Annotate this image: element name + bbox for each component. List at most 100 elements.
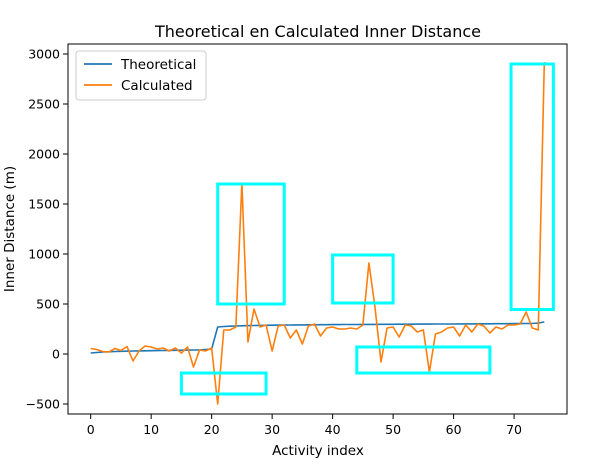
data-point-theoretical [126,350,128,352]
highlight-box-5 [509,62,555,311]
data-point-calculated [289,337,291,339]
x-tick-label: 70 [506,422,522,437]
x-tick-label: 30 [264,422,280,437]
axis-ticks: 0 10 20 30 40 50 60 70 −500 0 500 1000 1500 2000 2500 3… [26,47,522,438]
x-tick-label: 0 [87,422,95,437]
data-point-calculated [344,328,346,330]
data-point-theoretical [96,352,98,354]
data-point-calculated [537,329,539,331]
data-point-calculated [314,323,316,325]
data-point-calculated [471,331,473,333]
data-point-theoretical [525,323,527,325]
data-point-calculated [174,347,176,349]
plot-area [90,61,555,405]
data-point-theoretical [114,351,116,353]
data-point-calculated [295,329,297,331]
data-point-theoretical [132,350,134,352]
data-point-theoretical [320,324,322,326]
data-point-calculated [374,306,376,308]
x-axis-label: Activity index [272,443,364,459]
data-point-calculated [301,343,303,345]
chart-title: Theoretical en Calculated Inner Distance [154,22,481,41]
data-point-theoretical [368,324,370,326]
data-point-theoretical [447,323,449,325]
data-point-calculated [422,329,424,331]
data-point-calculated [350,327,352,329]
data-point-calculated [356,328,358,330]
data-point-theoretical [217,326,219,328]
data-point-theoretical [416,323,418,325]
data-point-calculated [277,325,279,327]
data-point-calculated [453,326,455,328]
data-point-calculated [90,348,92,350]
data-point-theoretical [90,352,92,354]
data-point-calculated [416,331,418,333]
data-point-calculated [531,327,533,329]
data-point-theoretical [422,323,424,325]
data-point-calculated [102,351,104,353]
data-point-calculated [108,351,110,353]
data-point-theoretical [150,350,152,352]
data-point-calculated [120,350,122,352]
series-line-theoretical [90,321,545,354]
data-point-theoretical [410,323,412,325]
y-tick-label: 1000 [28,247,60,262]
data-point-theoretical [241,325,243,327]
highlight-box-4 [355,345,492,375]
data-point-calculated [435,333,437,335]
y-tick-label: −500 [26,397,60,412]
data-point-theoretical [301,324,303,326]
y-tick-label: 3000 [28,47,60,62]
data-point-calculated [459,335,461,337]
data-point-calculated [259,326,261,328]
data-point-calculated [513,324,515,326]
data-point-calculated [156,348,158,350]
data-point-theoretical [144,350,146,352]
data-point-theoretical [162,350,164,352]
data-point-theoretical [289,324,291,326]
y-tick-label: 2500 [28,97,60,112]
data-point-theoretical [174,349,176,351]
data-point-calculated [441,331,443,333]
data-point-calculated [223,329,225,331]
data-point-calculated [362,324,364,326]
data-point-calculated [368,262,370,264]
legend: Theoretical Calculated [75,50,207,101]
data-point-calculated [211,347,213,349]
data-point-calculated [181,352,183,354]
data-point-calculated [265,324,267,326]
data-point-theoretical [229,325,231,327]
data-point-calculated [205,350,207,352]
legend-label-theoretical: Theoretical [120,57,196,73]
data-point-calculated [308,325,310,327]
data-point-calculated [386,327,388,329]
data-point-calculated [338,328,340,330]
data-point-theoretical [356,324,358,326]
data-point-calculated [126,346,128,348]
data-point-theoretical [271,324,273,326]
data-point-calculated [217,403,219,405]
data-point-theoretical [495,323,497,325]
data-point-theoretical [295,324,297,326]
data-point-calculated [187,346,189,348]
data-point-calculated [489,332,491,334]
plot-frame [67,43,568,415]
data-point-theoretical [471,323,473,325]
data-point-calculated [326,327,328,329]
data-point-theoretical [429,323,431,325]
data-point-theoretical [253,325,255,327]
highlight-box-1 [179,371,268,396]
x-tick-label: 20 [204,422,220,437]
data-point-theoretical [338,324,340,326]
data-point-theoretical [223,326,225,328]
data-point-theoretical [398,323,400,325]
y-tick-label: 2000 [28,147,60,162]
data-point-calculated [501,328,503,330]
data-point-calculated [465,324,467,326]
x-tick-label: 60 [446,422,462,437]
y-tick-label: 500 [36,297,60,312]
data-point-calculated [398,336,400,338]
data-point-theoretical [489,323,491,325]
data-point-calculated [507,324,509,326]
data-point-calculated [235,326,237,328]
